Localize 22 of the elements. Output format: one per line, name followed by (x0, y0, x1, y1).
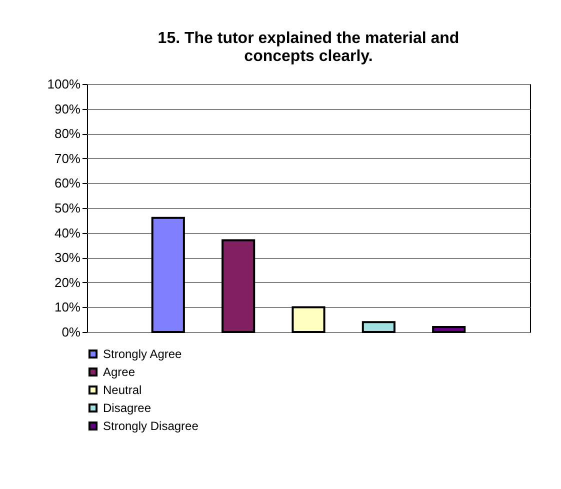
legend-label: Disagree (103, 401, 152, 415)
y-tick-label: 50% (54, 200, 81, 216)
bar (292, 306, 326, 333)
legend-label: Strongly Disagree (103, 419, 199, 433)
y-tick-label: 0% (62, 324, 81, 340)
chart-title: 15. The tutor explained the material and concepts clearly. (158, 30, 460, 65)
legend-label: Agree (103, 365, 136, 379)
y-tick-label: 100% (47, 76, 81, 92)
y-tick-label: 30% (54, 250, 81, 266)
legend-label: Neutral (103, 383, 142, 397)
y-tick-label: 20% (54, 274, 81, 290)
y-tick-label: 40% (54, 225, 81, 240)
y-tick-label: 80% (54, 126, 81, 142)
y-tick-label: 70% (54, 150, 81, 166)
y-tick-label: 60% (54, 176, 81, 191)
y-tick-label: 90% (54, 101, 81, 116)
bar (362, 321, 396, 333)
bar (151, 216, 185, 333)
legend-label: Strongly Agree (103, 347, 182, 361)
y-tick-label: 10% (54, 300, 81, 315)
bar (222, 239, 256, 333)
bar (432, 326, 466, 333)
